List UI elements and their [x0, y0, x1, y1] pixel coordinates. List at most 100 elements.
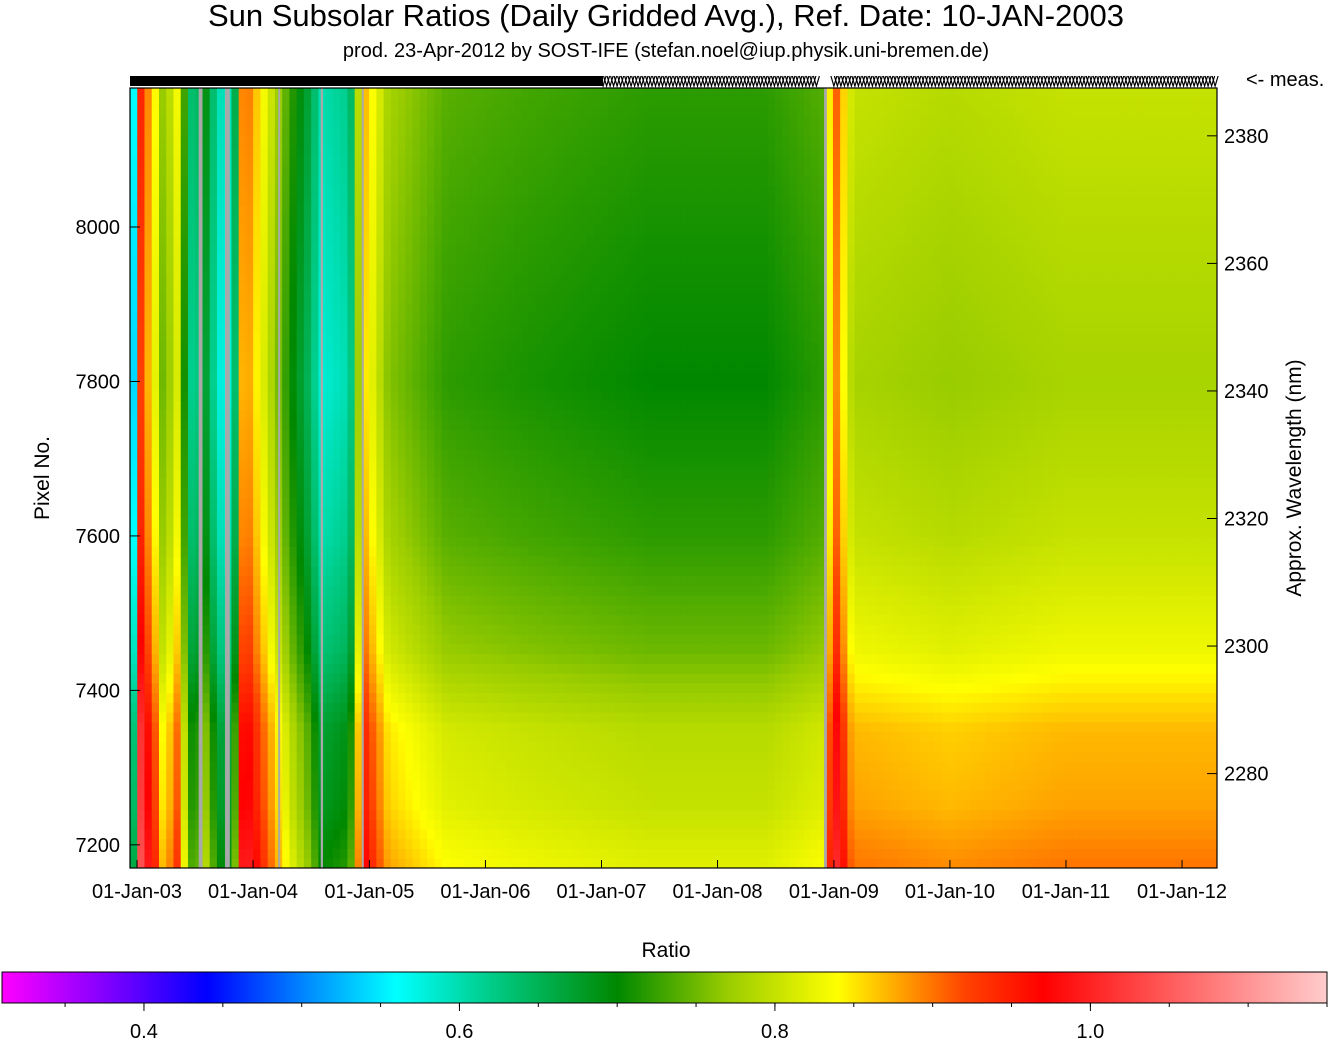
- heatmap-cell: [137, 127, 146, 138]
- heatmap-cell: [463, 448, 472, 460]
- heatmap-cell: [332, 88, 341, 99]
- heatmap-cell: [361, 195, 370, 206]
- heatmap-cell: [427, 390, 435, 401]
- heatmap-cell: [144, 419, 153, 430]
- heatmap-cell: [260, 497, 269, 508]
- heatmap-cell: [216, 653, 225, 664]
- heatmap-cell: [282, 595, 291, 606]
- heatmap-cell: [361, 205, 370, 216]
- heatmap-cell: [463, 565, 472, 577]
- heatmap-cell: [514, 370, 522, 382]
- heatmap-cell: [369, 507, 377, 518]
- heatmap-cell: [325, 156, 334, 167]
- heatmap-cell: [506, 790, 515, 801]
- heatmap-cell: [231, 595, 240, 606]
- heatmap-cell: [354, 702, 363, 713]
- heatmap-cell: [267, 770, 276, 781]
- heatmap-cell: [267, 751, 276, 762]
- heatmap-cell: [202, 468, 211, 479]
- heatmap-cell: [158, 458, 167, 469]
- heatmap-cell: [144, 341, 153, 352]
- heatmap-cell: [390, 604, 399, 616]
- heatmap-cell: [528, 741, 537, 752]
- heatmap-cell: [267, 819, 276, 830]
- heatmap-cell: [260, 546, 269, 557]
- heatmap-cell: [289, 731, 298, 742]
- heatmap-cell: [311, 614, 320, 625]
- heatmap-cell: [202, 166, 211, 177]
- heatmap-cell: [456, 809, 464, 820]
- heatmap-cell: [448, 682, 457, 694]
- heatmap-cell: [238, 351, 247, 362]
- heatmap-cell: [253, 829, 262, 840]
- heatmap-cell: [144, 322, 153, 333]
- heatmap-cell: [521, 283, 530, 294]
- heatmap-cell: [180, 448, 189, 460]
- heatmap-cell: [383, 809, 392, 820]
- heatmap-cell: [209, 858, 218, 868]
- heatmap-cell: [187, 263, 196, 274]
- heatmap-cell: [477, 682, 486, 694]
- heatmap-cell: [260, 858, 269, 868]
- heatmap-cell: [456, 322, 464, 333]
- heatmap-cell: [144, 380, 153, 391]
- heatmap-cell: [260, 604, 269, 616]
- heatmap-cell: [296, 244, 305, 255]
- heatmap-cell: [550, 127, 559, 138]
- heatmap-cell: [130, 848, 138, 859]
- heatmap-cell: [354, 390, 363, 401]
- heatmap-cell: [325, 634, 334, 645]
- heatmap-cell: [187, 429, 196, 440]
- heatmap-cell: [543, 175, 551, 187]
- heatmap-cell: [412, 838, 421, 850]
- heatmap-cell: [456, 517, 464, 528]
- heatmap-cell: [137, 351, 146, 362]
- heatmap-cell: [477, 273, 486, 284]
- heatmap-cell: [441, 507, 450, 518]
- heatmap-cell: [151, 214, 160, 226]
- heatmap-cell: [492, 517, 501, 528]
- heatmap-cell: [492, 634, 501, 645]
- heatmap-cell: [398, 682, 406, 694]
- heatmap-cell: [463, 721, 472, 733]
- heatmap-cell: [543, 819, 551, 830]
- heatmap-cell: [238, 838, 247, 850]
- heatmap-cell: [354, 682, 363, 694]
- heatmap-cell: [187, 809, 196, 820]
- heatmap-cell: [187, 419, 196, 430]
- heatmap-cell: [528, 838, 537, 850]
- heatmap-cell: [137, 799, 146, 811]
- heatmap-cell: [137, 575, 146, 586]
- heatmap-cell: [289, 195, 298, 206]
- heatmap-cell: [325, 361, 334, 372]
- heatmap-cell: [202, 809, 211, 820]
- heatmap-cell: [456, 595, 464, 606]
- heatmap-cell: [245, 429, 254, 440]
- heatmap-cell: [158, 117, 167, 128]
- heatmap-cell: [521, 341, 530, 352]
- heatmap-cell: [332, 409, 341, 421]
- heatmap-cell: [369, 526, 377, 538]
- heatmap-cell: [376, 585, 385, 596]
- heatmap-cell: [253, 273, 262, 284]
- heatmap-cell: [130, 419, 138, 430]
- heatmap-cell: [427, 273, 435, 284]
- heatmap-cell: [376, 682, 385, 694]
- heatmap-cell: [456, 468, 464, 479]
- heatmap-cell: [477, 448, 486, 460]
- heatmap-cell: [441, 283, 450, 294]
- heatmap-cell: [144, 234, 153, 245]
- heatmap-cell: [521, 361, 530, 372]
- heatmap-cell: [267, 692, 276, 703]
- heatmap-cell: [325, 712, 334, 723]
- heatmap-cell: [492, 273, 501, 284]
- heatmap-cell: [535, 234, 544, 245]
- heatmap-cell: [419, 790, 428, 801]
- heatmap-cell: [202, 88, 211, 99]
- heatmap-cell: [231, 858, 240, 868]
- heatmap-cell: [398, 205, 406, 216]
- heatmap-cell: [535, 565, 544, 577]
- heatmap-cell: [144, 751, 153, 762]
- heatmap-cell: [340, 565, 348, 577]
- heatmap-cell: [238, 97, 247, 109]
